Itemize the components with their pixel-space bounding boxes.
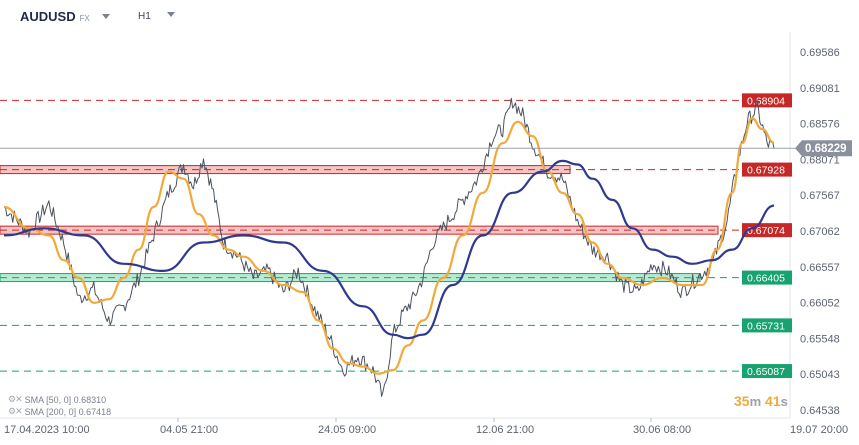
sma-50-line[interactable] bbox=[3, 117, 775, 375]
price-tick-label: 0.66052 bbox=[800, 298, 840, 310]
timer-seconds: 41 bbox=[765, 393, 781, 409]
timeframe-selector[interactable]: H1 bbox=[138, 11, 175, 22]
timer-seconds-unit: s bbox=[780, 394, 788, 409]
legend-sma-50[interactable]: ⚙✕ SMA [50, 0] 0.68310 bbox=[8, 394, 106, 405]
sma-200-line[interactable] bbox=[3, 159, 775, 340]
timer-minutes: 35 bbox=[734, 393, 750, 409]
level-tag bbox=[742, 318, 792, 333]
time-tick-label: 24.05 09:00 bbox=[318, 424, 376, 436]
current-price-tag bbox=[795, 140, 852, 157]
chart-toolbar: AUDUSD FX H1 bbox=[0, 0, 859, 32]
price-tick-label: 0.67567 bbox=[800, 190, 840, 202]
level-tag-label: 0.68904 bbox=[747, 95, 785, 107]
chevron-down-icon bbox=[101, 14, 110, 19]
legend-sma-200[interactable]: ⚙✕ SMA [200, 0] 0.67418 bbox=[8, 406, 111, 417]
legend-sma-200-label: SMA [200, 0] 0.67418 bbox=[24, 406, 112, 417]
price-tick-label: 0.69586 bbox=[800, 47, 840, 59]
level-tag bbox=[742, 162, 792, 177]
gear-icon[interactable]: ⚙✕ bbox=[8, 394, 23, 404]
price-tick-label: 0.65548 bbox=[800, 333, 840, 345]
legend-sma-50-label: SMA [50, 0] 0.68310 bbox=[24, 394, 107, 405]
price-tick-label: 0.68576 bbox=[800, 119, 840, 131]
time-tick-label: 12.06 21:00 bbox=[476, 424, 534, 436]
price-tick-label: 0.67062 bbox=[800, 226, 840, 238]
candle-countdown: 35m 41s bbox=[734, 393, 788, 409]
time-tick-label: 04.05 21:00 bbox=[160, 424, 218, 436]
level-tag-label: 0.67928 bbox=[747, 165, 785, 177]
level-tag bbox=[742, 364, 792, 379]
time-tick-label: 19.07 20:00 bbox=[790, 424, 848, 436]
price-tick-label: 0.69081 bbox=[800, 83, 840, 95]
timeframe-label: H1 bbox=[138, 11, 151, 22]
price-tick-label: 0.65043 bbox=[800, 369, 840, 381]
gear-icon[interactable]: ⚙✕ bbox=[8, 406, 23, 416]
level-tag bbox=[742, 223, 792, 238]
price-tick-label: 0.64538 bbox=[800, 405, 840, 417]
price-line[interactable] bbox=[3, 97, 775, 397]
price-tick-label: 0.68071 bbox=[800, 154, 840, 166]
price-tick-label: 0.66557 bbox=[800, 262, 840, 274]
level-tag-label: 0.65731 bbox=[747, 320, 785, 332]
market-label: FX bbox=[79, 14, 90, 23]
level-tag-label: 0.67074 bbox=[747, 225, 785, 237]
time-tick-label: 17.04.2023 10:00 bbox=[4, 424, 90, 436]
level-tag bbox=[742, 270, 792, 285]
chevron-down-icon bbox=[166, 12, 175, 17]
time-tick-label: 30.06 08:00 bbox=[633, 424, 691, 436]
symbol-selector[interactable]: AUDUSD FX bbox=[20, 9, 110, 24]
level-tag-label: 0.66405 bbox=[747, 273, 785, 285]
current-price-label: 0.68229 bbox=[805, 143, 847, 155]
level-tag-label: 0.65087 bbox=[747, 366, 785, 378]
symbol-label: AUDUSD bbox=[20, 9, 76, 24]
level-tag bbox=[742, 93, 792, 108]
price-zone bbox=[0, 225, 719, 235]
timer-minutes-unit: m bbox=[749, 394, 762, 409]
